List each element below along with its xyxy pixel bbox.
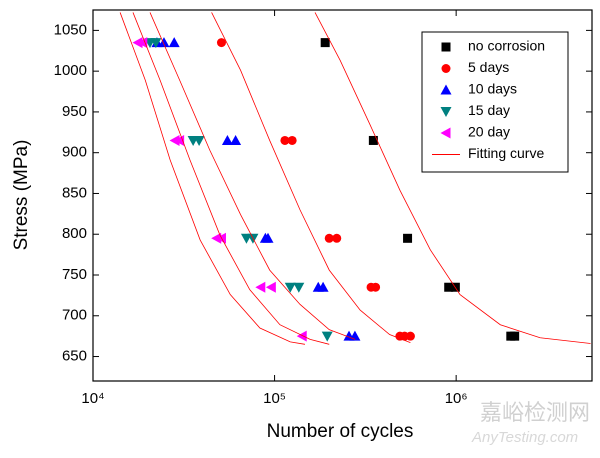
marker bbox=[444, 282, 454, 292]
marker bbox=[193, 135, 205, 146]
fit-curve bbox=[149, 12, 356, 340]
y-tick-label: 850 bbox=[62, 184, 87, 201]
legend-box bbox=[421, 31, 569, 173]
x-axis-title: Number of cycles bbox=[267, 421, 414, 442]
legend-marker bbox=[441, 42, 451, 52]
y-tick-label: 1050 bbox=[54, 21, 87, 38]
y-axis-title: Stress (MPa) bbox=[11, 140, 32, 251]
y-tick-label: 1000 bbox=[54, 62, 87, 79]
marker bbox=[321, 331, 333, 342]
y-tick-label: 650 bbox=[62, 348, 87, 365]
marker bbox=[168, 37, 180, 48]
y-tick-label: 700 bbox=[62, 307, 87, 324]
legend-marker bbox=[440, 84, 452, 95]
marker bbox=[368, 135, 378, 145]
marker bbox=[293, 282, 305, 293]
legend-marker bbox=[440, 127, 451, 139]
fit-curve bbox=[132, 12, 330, 345]
legend-label: 5 days bbox=[468, 59, 509, 75]
legend-marker bbox=[441, 64, 451, 73]
marker bbox=[320, 38, 330, 48]
marker bbox=[371, 282, 381, 292]
legend-label: Fitting curve bbox=[468, 145, 544, 161]
fit-curve bbox=[211, 12, 411, 344]
marker bbox=[403, 233, 413, 243]
legend-label: 15 day bbox=[468, 102, 510, 118]
marker bbox=[296, 330, 307, 342]
marker bbox=[216, 38, 226, 48]
y-tick-label: 900 bbox=[62, 144, 87, 161]
marker bbox=[405, 331, 415, 341]
fit-curve bbox=[119, 12, 306, 345]
marker bbox=[317, 281, 329, 292]
marker bbox=[332, 233, 342, 243]
plot-frame bbox=[92, 9, 593, 382]
y-tick-label: 800 bbox=[62, 225, 87, 242]
marker bbox=[158, 37, 170, 48]
legend-marker bbox=[440, 107, 452, 117]
x-tick-label: 10⁶ bbox=[445, 390, 468, 407]
marker bbox=[221, 134, 233, 145]
y-tick-label: 950 bbox=[62, 103, 87, 120]
y-tick-label: 750 bbox=[62, 266, 87, 283]
marker bbox=[150, 38, 162, 49]
x-tick-label: 10⁴ bbox=[81, 390, 104, 407]
marker bbox=[137, 37, 148, 49]
legend: no corrosion 5 days 10 days 15 day 20 day Fit… bbox=[421, 31, 569, 173]
watermark-subtitle: AnyTesting.com bbox=[471, 429, 578, 446]
marker bbox=[255, 281, 266, 293]
marker bbox=[287, 135, 297, 145]
marker bbox=[510, 331, 520, 341]
marker bbox=[262, 232, 274, 243]
marker bbox=[284, 282, 296, 293]
fit-curve bbox=[314, 12, 591, 344]
x-tick-label: 10⁵ bbox=[263, 390, 286, 407]
marker bbox=[230, 134, 242, 145]
marker bbox=[324, 233, 334, 243]
watermark-title: 嘉峪检测网 bbox=[480, 401, 590, 426]
legend-label: 10 days bbox=[468, 81, 517, 97]
marker bbox=[265, 281, 276, 293]
marker bbox=[280, 135, 290, 145]
legend-label: no corrosion bbox=[468, 38, 545, 54]
legend-label: 20 day bbox=[468, 124, 510, 140]
